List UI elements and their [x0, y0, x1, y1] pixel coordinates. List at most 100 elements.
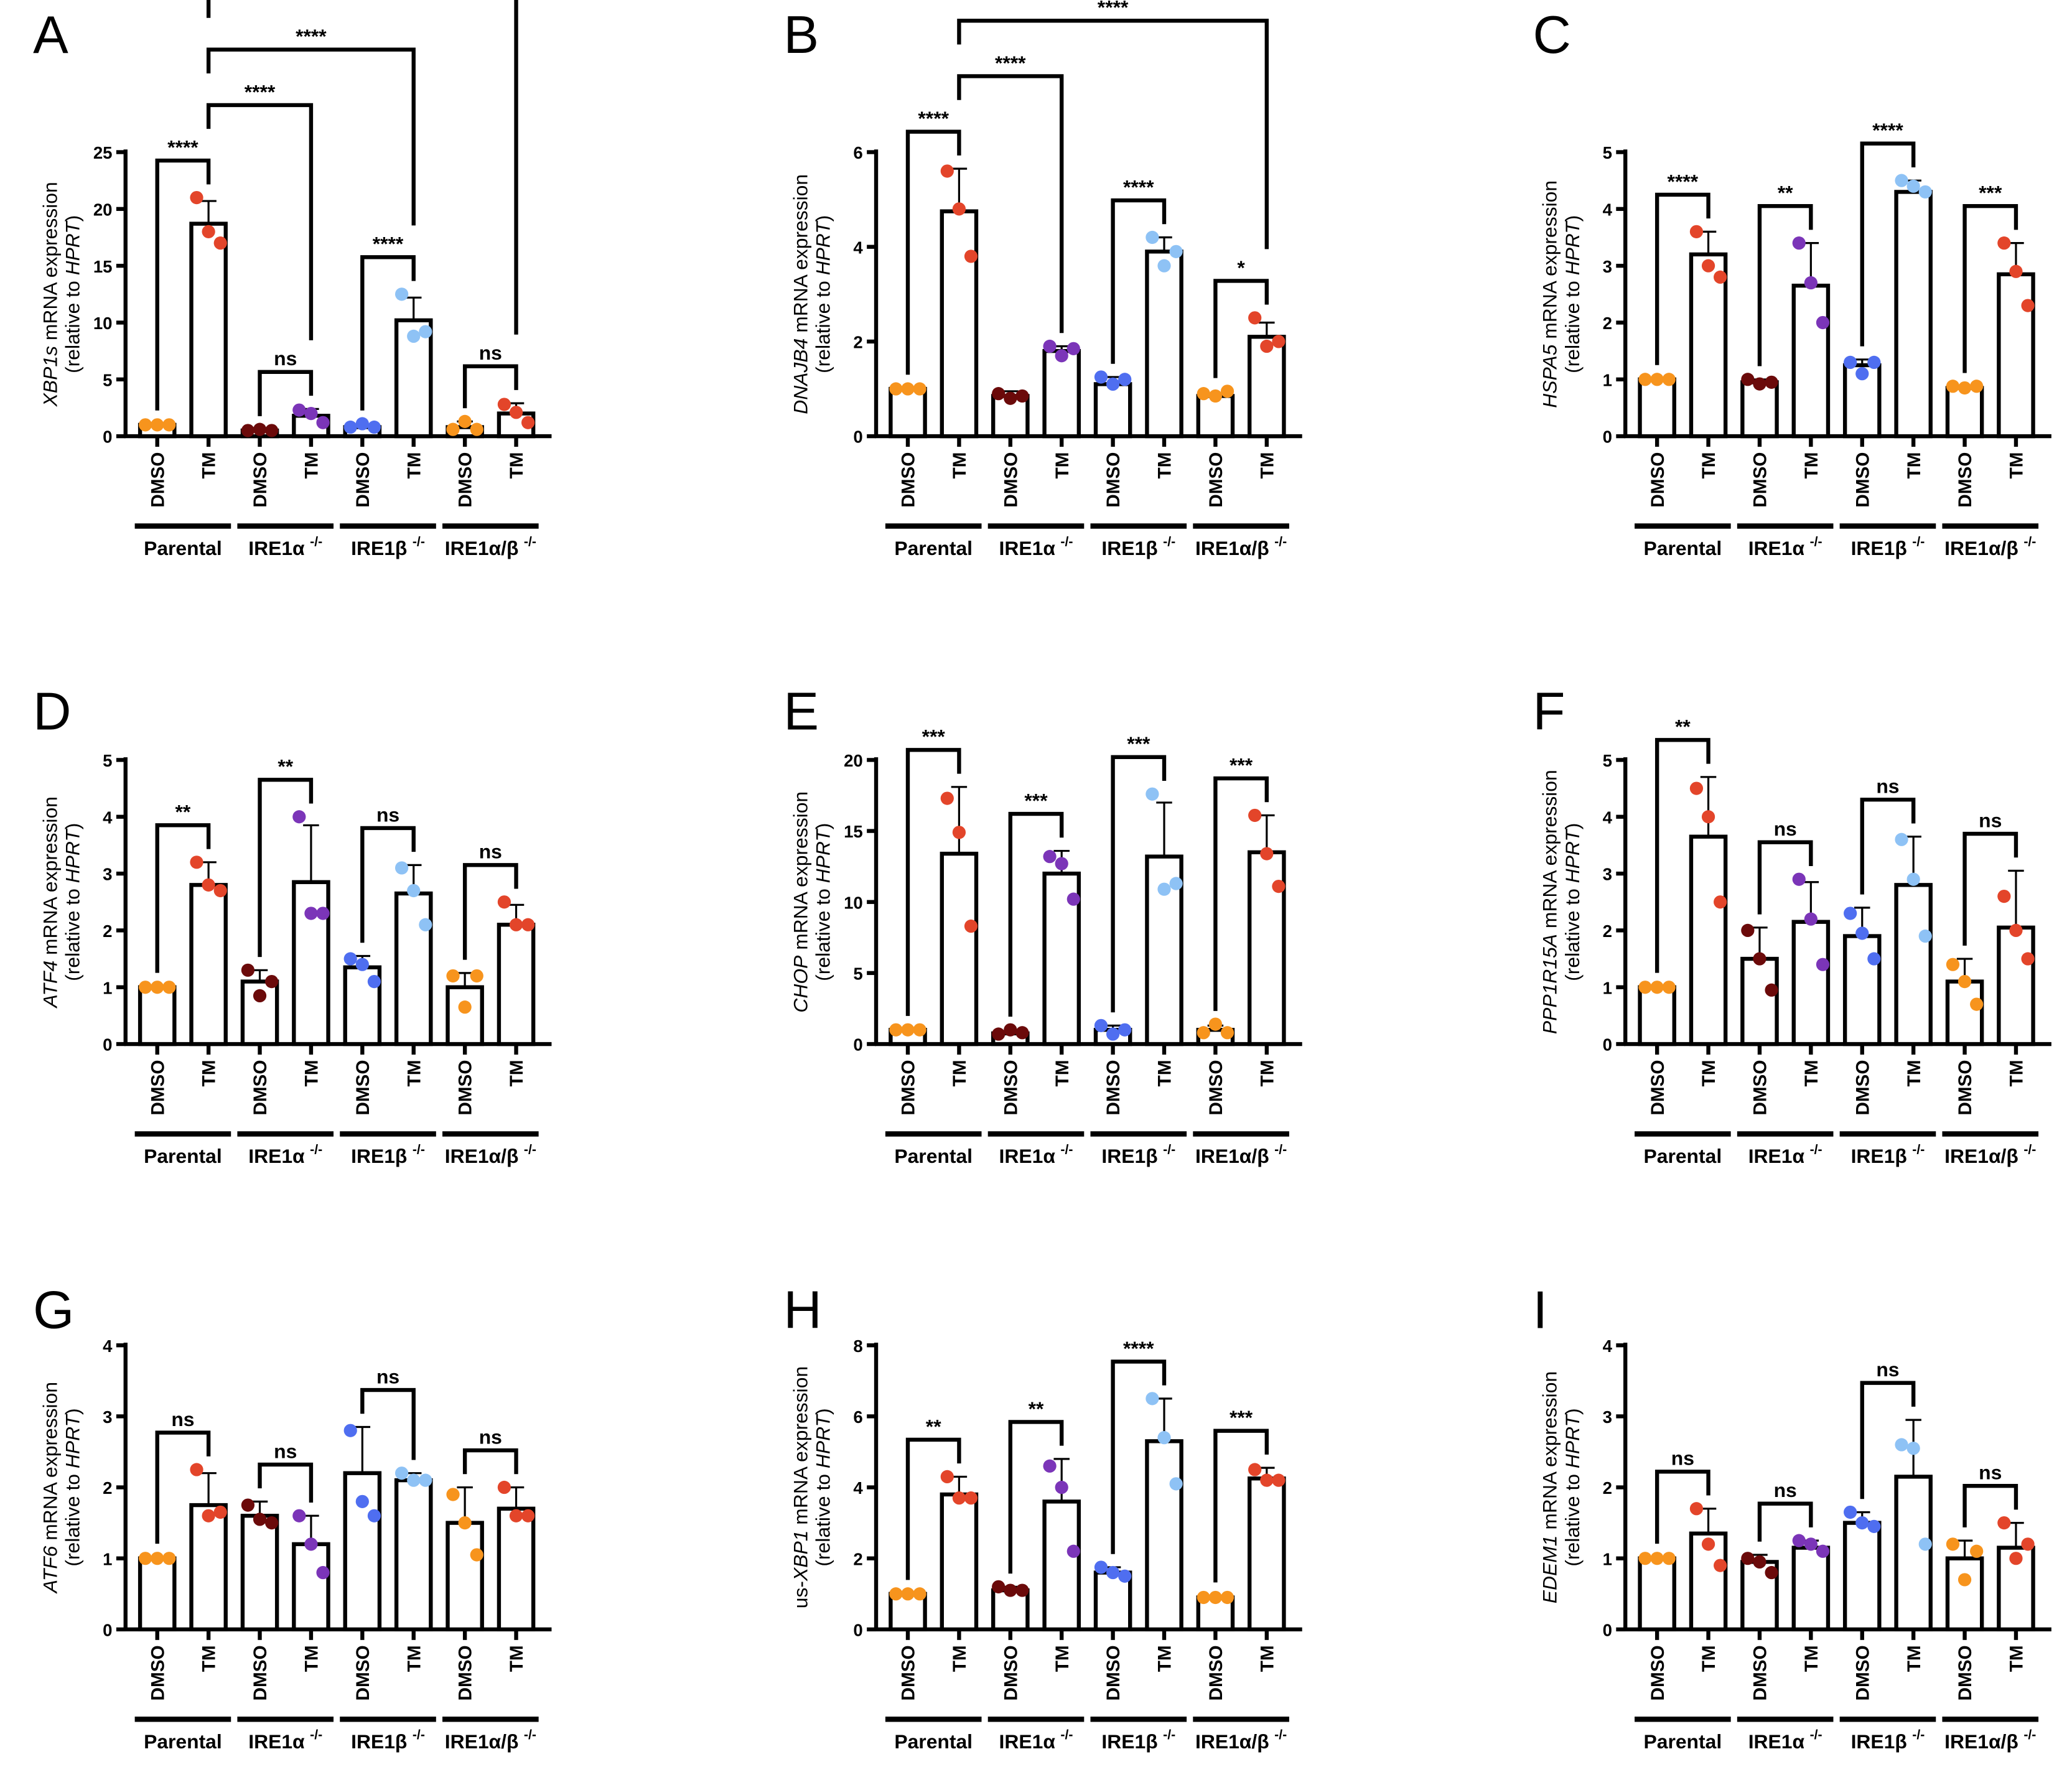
- x-tick-label: DMSO: [1750, 1645, 1771, 1700]
- y-tick-label: 10: [844, 893, 863, 912]
- y-tick-label: 8: [853, 1336, 862, 1356]
- x-tick-label: DMSO: [353, 452, 373, 508]
- data-point: [367, 974, 381, 989]
- bar: [1196, 394, 1235, 439]
- x-tick-label: DMSO: [250, 1060, 271, 1116]
- data-point: [1272, 335, 1286, 348]
- significance-bracket: [258, 370, 314, 416]
- group-name: IRE1β: [1101, 1730, 1157, 1753]
- data-point: [162, 1552, 176, 1565]
- data-point: [1741, 1552, 1755, 1565]
- data-point: [292, 403, 306, 417]
- y-tick-label: 10: [93, 314, 113, 333]
- x-tick-label: TM: [404, 1645, 424, 1672]
- y-label-reference-gene: HPRT: [1561, 1413, 1584, 1468]
- data-point: [265, 1516, 279, 1530]
- group-genotype-superscript: -/-: [524, 1142, 536, 1157]
- y-label-reference-gene: HPRT: [812, 1413, 834, 1468]
- significance-bracket: [206, 0, 518, 335]
- significance-bracket: [905, 1437, 961, 1580]
- x-tick-label: TM: [1801, 1645, 1822, 1672]
- x-tick-label: TM: [1257, 452, 1277, 479]
- group-genotype-superscript: -/-: [1912, 1142, 1925, 1157]
- significance-bracket: [905, 129, 961, 375]
- group-name: IRE1β: [1101, 537, 1157, 559]
- group-label: Parental: [144, 1145, 222, 1167]
- bar: [1791, 920, 1831, 1047]
- data-point: [1997, 236, 2011, 250]
- group-genotype-superscript: -/-: [310, 1728, 322, 1742]
- group-name: IRE1α: [1748, 1730, 1805, 1753]
- group-name: IRE1α: [248, 537, 305, 559]
- significance-bracket: [462, 364, 518, 409]
- y-tick-label: 0: [103, 427, 112, 447]
- y-tick-label: 4: [1603, 200, 1613, 219]
- data-point: [1650, 981, 1664, 994]
- x-tick-label: DMSO: [1648, 452, 1668, 508]
- panel-letter: A: [33, 5, 68, 64]
- group-genotype-superscript: -/-: [1163, 1728, 1175, 1742]
- group-genotype-superscript: -/-: [1810, 534, 1822, 549]
- data-point: [253, 989, 267, 1003]
- significance-label: ns: [1876, 775, 1899, 798]
- group-genotype-superscript: -/-: [1810, 1728, 1822, 1742]
- y-label-text: (relative to: [1561, 1468, 1584, 1567]
- data-point: [1804, 276, 1818, 290]
- panel-letter: H: [783, 1280, 821, 1340]
- bar: [446, 1521, 484, 1632]
- significance-label: ****: [245, 80, 276, 103]
- data-point: [1197, 1590, 1210, 1605]
- x-tick-label: DMSO: [1206, 452, 1226, 508]
- data-point: [497, 398, 511, 411]
- bar: [1740, 956, 1779, 1047]
- data-point: [1855, 1516, 1869, 1530]
- x-tick-label: DMSO: [250, 1645, 271, 1700]
- y-label-gene: CHOP: [790, 955, 812, 1013]
- data-point: [1650, 373, 1664, 386]
- y-tick-label: 5: [103, 370, 112, 389]
- data-point: [304, 406, 318, 421]
- group-genotype-superscript: -/-: [1912, 534, 1925, 549]
- y-axis-label-line2: (relative to HPRT): [61, 823, 83, 981]
- bar: [446, 985, 484, 1047]
- y-tick-label: 1: [1603, 370, 1612, 389]
- y-label-reference-gene: HPRT: [1561, 220, 1584, 276]
- x-tick-label: TM: [506, 1645, 527, 1672]
- data-point: [241, 1498, 255, 1512]
- group-genotype-superscript: -/-: [1274, 534, 1287, 549]
- x-tick-label: DMSO: [1103, 1645, 1124, 1700]
- data-point: [1662, 1552, 1676, 1565]
- group-name: IRE1α/β: [1195, 1730, 1269, 1753]
- significance-label: ****: [918, 107, 949, 129]
- y-label-text: ): [1561, 1408, 1584, 1415]
- x-tick-label: TM: [2007, 1645, 2027, 1672]
- x-tick-label: TM: [1257, 1060, 1277, 1087]
- data-point: [253, 422, 267, 436]
- y-label-text: (relative to: [61, 1468, 83, 1567]
- data-point: [1004, 1583, 1017, 1597]
- data-point: [151, 418, 164, 432]
- significance-label: ****: [995, 52, 1026, 74]
- bar: [940, 1492, 979, 1632]
- y-tick-label: 3: [1603, 865, 1612, 884]
- data-point: [952, 202, 966, 216]
- y-tick-label: 1: [103, 1549, 112, 1569]
- group-name: IRE1α/β: [1944, 537, 2018, 559]
- bar: [940, 851, 979, 1047]
- data-point: [1997, 1516, 2011, 1530]
- y-tick-label: 1: [103, 978, 112, 997]
- data-point: [202, 1509, 215, 1522]
- y-label-text: mRNA expression: [1539, 770, 1561, 934]
- data-point: [952, 1491, 966, 1505]
- y-tick-label: 3: [1603, 257, 1612, 276]
- y-label-reference-gene: HPRT: [1561, 828, 1584, 884]
- x-tick-label: TM: [2007, 452, 2027, 479]
- y-label-text: mRNA expression: [790, 1366, 812, 1531]
- data-point: [162, 981, 176, 994]
- data-point: [1248, 311, 1262, 325]
- data-point: [1765, 375, 1778, 389]
- data-point: [446, 422, 460, 436]
- data-point: [2021, 299, 2035, 312]
- data-point: [1094, 370, 1108, 384]
- group-name: Parental: [144, 1145, 222, 1167]
